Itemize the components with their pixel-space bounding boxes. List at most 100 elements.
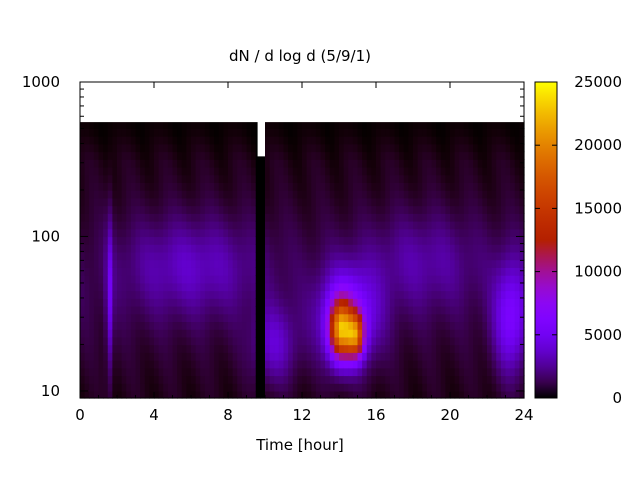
- heatmap-cell-2537: [403, 259, 409, 268]
- heatmap-cell-189: [103, 321, 109, 330]
- heatmap-cell-2665: [422, 383, 428, 392]
- heatmap-cell-1030: [209, 221, 215, 230]
- heatmap-cell-1296: [246, 390, 252, 399]
- heatmap-cell-169: [98, 197, 104, 207]
- heatmap-cell-1172: [228, 236, 234, 245]
- heatmap-cell-933: [195, 136, 201, 145]
- heatmap-cell-1259: [237, 120, 243, 129]
- heatmap-cell-1471: [265, 151, 271, 160]
- heatmap-cell-1906: [320, 128, 326, 137]
- heatmap-cell-694: [167, 313, 174, 323]
- heatmap-cell-1552: [278, 360, 285, 369]
- heatmap-cell-3026: [468, 375, 474, 384]
- heatmap-cell-3291: [500, 275, 507, 284]
- heatmap-cell-489: [140, 228, 146, 238]
- heatmap-cell-596: [154, 236, 160, 245]
- heatmap-cell-754: [172, 128, 178, 137]
- heatmap-cell-1028: [209, 236, 215, 245]
- heatmap-cell-2002: [334, 221, 340, 230]
- heatmap-cell-1252: [237, 174, 243, 183]
- heatmap-cell-2760: [431, 205, 437, 214]
- heatmap-cell-801: [181, 321, 187, 330]
- heatmap-cell-74: [89, 375, 95, 384]
- heatmap-cell-464: [135, 143, 141, 153]
- heatmap-cell-326: [121, 375, 127, 384]
- heatmap-cell-1616: [283, 143, 289, 153]
- heatmap-cell-2179: [357, 244, 363, 253]
- heatmap-cell-990: [204, 251, 211, 261]
- heatmap-cell-3302: [500, 190, 507, 199]
- heatmap-cell-2306: [376, 375, 382, 384]
- heatmap-cell-1592: [283, 329, 289, 338]
- heatmap-cell-1793: [306, 166, 312, 176]
- heatmap-cell-2943: [454, 182, 460, 191]
- heatmap-cell-150: [98, 344, 104, 353]
- heatmap-cell-1668: [292, 298, 298, 307]
- heatmap-cell-1745: [302, 259, 308, 268]
- heatmap-cell-2192: [357, 143, 363, 153]
- heatmap-cell-799: [181, 336, 187, 346]
- heatmap-cell-2327: [376, 213, 382, 222]
- heatmap-cell-1261: [241, 383, 248, 392]
- heatmap-cell-243: [107, 182, 113, 191]
- heatmap-cell-3416: [514, 143, 520, 153]
- heatmap-cell-2055: [343, 367, 349, 377]
- x-tick-label-3: 12: [292, 406, 311, 424]
- heatmap-cell-2176: [357, 267, 363, 276]
- heatmap-cell-1753: [302, 197, 308, 207]
- heatmap-cell-2466: [394, 251, 400, 261]
- heatmap-cell-3223: [491, 244, 497, 253]
- heatmap-cell-637: [158, 197, 164, 207]
- heatmap-cell-1623: [288, 367, 294, 377]
- heatmap-cell-13: [80, 290, 86, 299]
- heatmap-cell-2724: [426, 205, 433, 214]
- heatmap-cell-1919: [325, 305, 331, 315]
- heatmap-cell-2966: [459, 282, 465, 292]
- heatmap-cell-1205: [232, 259, 238, 268]
- heatmap-cell-85: [89, 290, 95, 299]
- heatmap-cell-3427: [519, 336, 525, 346]
- heatmap-cell-1216: [232, 174, 238, 183]
- heatmap-cell-2956: [459, 360, 465, 369]
- heatmap-cell-2244: [366, 298, 372, 307]
- heatmap-cell-784: [177, 174, 183, 183]
- heatmap-cell-1874: [320, 375, 326, 384]
- heatmap-cell-226: [107, 313, 113, 323]
- heatmap-cell-2831: [440, 213, 446, 222]
- heatmap-cell-2519: [399, 120, 405, 129]
- heatmap-cell-576: [154, 390, 160, 399]
- heatmap-cell-1356: [251, 205, 257, 214]
- heatmap-cell-1942: [325, 128, 331, 137]
- heatmap-cell-1909: [325, 383, 331, 392]
- heatmap-cell-1286: [241, 190, 248, 199]
- heatmap-cell-926: [195, 190, 201, 199]
- heatmap-cell-2614: [413, 221, 419, 230]
- heatmap-cell-1738: [302, 313, 308, 323]
- heatmap-cell-250: [107, 128, 113, 137]
- heatmap-cell-2121: [348, 136, 354, 145]
- heatmap-cell-2038: [339, 221, 345, 230]
- heatmap-cell-1359: [251, 182, 257, 191]
- heatmap-cell-3053: [468, 166, 474, 176]
- heatmap-cell-2507: [399, 213, 405, 222]
- heatmap-cell-2105: [348, 259, 354, 268]
- heatmap-cell-3148: [482, 267, 488, 276]
- heatmap-cell-2053: [343, 383, 349, 392]
- heatmap-cell-2768: [431, 143, 437, 153]
- heatmap-cell-305: [117, 259, 123, 268]
- heatmap-cell-2029: [339, 290, 345, 299]
- heatmap-cell-2608: [413, 267, 419, 276]
- heatmap-cell-1929: [325, 228, 331, 238]
- heatmap-cell-2310: [376, 344, 382, 353]
- heatmap-cell-1715: [297, 213, 303, 222]
- heatmap-cell-1469: [265, 166, 271, 176]
- heatmap-cell-2472: [394, 205, 400, 214]
- heatmap-cell-388: [126, 174, 132, 183]
- heatmap-cell-922: [195, 221, 201, 230]
- heatmap-cell-2867: [445, 213, 451, 222]
- heatmap-cell-1377: [255, 321, 261, 330]
- heatmap-cell-2628: [417, 390, 423, 399]
- heatmap-cell-3349: [510, 383, 516, 392]
- heatmap-cell-1302: [246, 344, 252, 353]
- heatmap-cell-448: [135, 267, 141, 276]
